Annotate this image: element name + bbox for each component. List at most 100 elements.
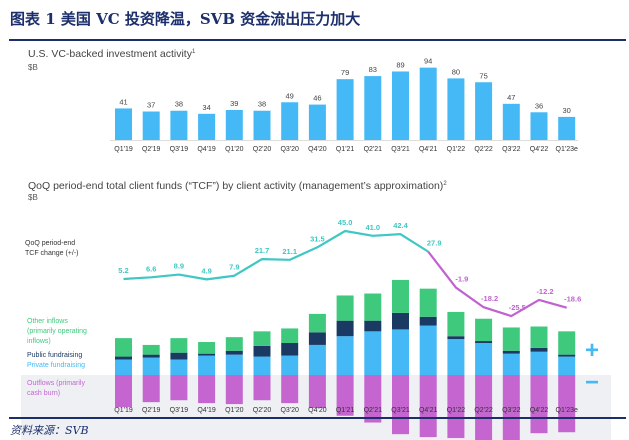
line-data-label: 27.9 [427,239,442,248]
bar [225,109,243,140]
bar-public [115,356,132,360]
data-label: 34 [202,103,210,112]
bar-private [336,336,354,375]
bar-public [142,354,160,358]
x-tick-label: Q2'21 [364,407,383,414]
chart-tcf: QoQ period-end total client funds (“TCF”… [21,180,611,440]
legend-other-inflows-3: inflows) [27,338,51,345]
bar-other [502,327,520,351]
line-data-label: 42.4 [393,221,408,230]
bar-outflows [558,375,576,433]
bar-public [419,316,437,326]
line-data-label: -18.2 [481,294,498,303]
x-tick-label: Q1'21 [336,146,355,153]
legend-public-fundraising: Public fundraising [27,352,82,359]
x-tick-label: Q3'21 [391,146,410,153]
bar [502,103,520,140]
data-label: 46 [313,94,321,103]
bar [308,104,326,140]
bar-public [225,350,243,355]
bar-other [447,311,465,337]
x-tick-label: Q4'21 [419,146,438,153]
data-label: 89 [396,60,404,69]
bar [170,110,188,140]
bar-outflows [530,375,548,434]
x-tick-label: Q2'22 [474,146,493,153]
bar-outflows [447,375,465,439]
x-tick-label: Q2'19 [142,146,161,153]
bar [447,78,465,140]
legend: QoQ period-end TCF change (+/-) Other in… [25,240,599,397]
data-label: 30 [563,106,571,115]
x-tick-label: Q1'20 [225,407,244,414]
line-data-label: 7.9 [229,263,239,272]
x-tick-label: Q4'20 [308,146,327,153]
bar-outflows [336,375,354,416]
bar-private [558,356,576,375]
bar [142,111,160,140]
plus-icon: + [585,337,599,364]
bar-private [142,357,160,375]
data-label: 37 [147,101,155,110]
bar-outflows [419,375,437,438]
data-label: 80 [452,67,460,76]
line-data-label: 45.0 [338,218,353,227]
legend-other-inflows: Other inflows [27,318,68,325]
bar-outflows [364,375,382,423]
data-label: 36 [535,101,543,110]
x-tick-label: Q1'19 [114,407,133,414]
bar-other [308,313,326,333]
line-data-label: 4.9 [201,266,211,275]
x-tick-label: Q3'20 [280,407,299,414]
x-tick-label: Q4'19 [197,407,216,414]
bar-outflows [115,375,132,408]
bar [336,79,354,140]
bar-outflows [225,375,243,405]
minus-icon: − [585,369,599,396]
x-tick-label: Q2'21 [364,146,383,153]
bar-public [198,353,216,356]
data-label: 39 [230,99,238,108]
bar-other [253,331,271,346]
legend-private-fundraising: Private fundraising [27,362,85,369]
line-data-label: 21.1 [282,247,297,256]
bar-outflows [281,375,299,404]
bar-other [281,328,299,343]
bar-private [419,325,437,375]
bar-public [364,320,382,332]
data-label: 75 [479,71,487,80]
bar-other [170,338,188,353]
bar-private [281,355,299,375]
x-tick-label: Q3'22 [502,407,521,414]
bar-outflows [502,375,520,440]
bar [281,102,299,140]
bar [475,82,493,140]
x-tick-label: Q1'23e [556,146,578,153]
x-tick-label: Q4'21 [419,407,438,414]
chart-vc-investment: U.S. VC-backed investment activity1 $B 4… [28,48,578,153]
bar-public [502,350,520,354]
bar-public [253,345,271,357]
bar-outflows [475,375,493,440]
data-label: 41 [119,97,127,106]
bar [558,116,576,140]
bar-public [170,352,188,360]
x-tick-label: Q1'19 [114,146,133,153]
x-tick-label: Q3'19 [170,407,189,414]
bar-outflows [392,375,409,435]
bar-private [447,339,465,375]
bar-other [225,337,243,351]
data-label: 49 [286,91,294,100]
legend-outflows-2: cash burn) [27,390,60,397]
line-data-label: 31.5 [310,234,325,243]
legend-other-inflows-2: (primarily operating [27,328,87,335]
footer-rule [9,417,626,419]
bar-private [392,329,409,375]
bar-public [558,354,576,357]
bar-other [475,318,493,342]
chart2-title: QoQ period-end total client funds (“TCF”… [28,180,447,192]
bar-public [308,332,326,345]
x-tick-label: Q2'22 [474,407,493,414]
bar-private [308,344,326,375]
x-tick-label: Q3'22 [502,146,521,153]
